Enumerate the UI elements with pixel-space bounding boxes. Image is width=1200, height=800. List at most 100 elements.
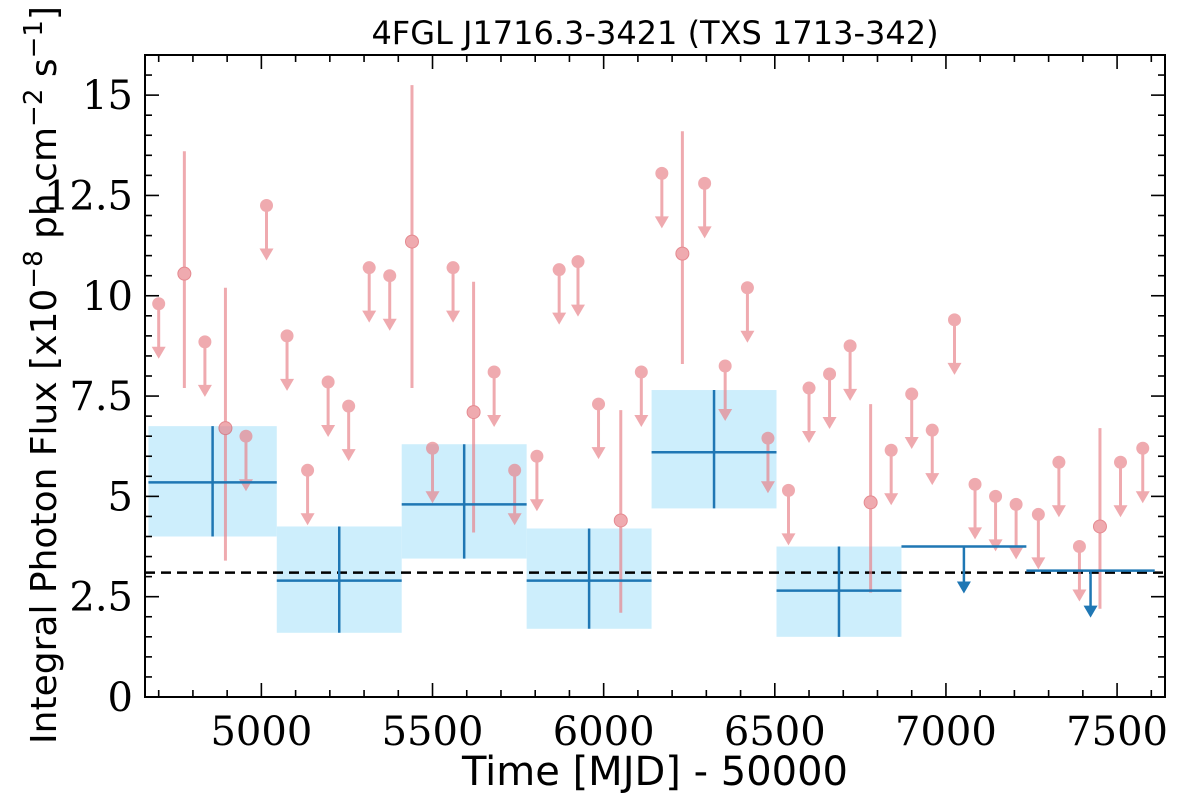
short-bin-point-group — [280, 329, 295, 391]
upper-limit-arrow — [634, 414, 649, 427]
y-axis-label: Integral Photon Flux [x10−8 ph cm−2 s−1] — [19, 6, 65, 744]
upper-limit-arrow — [925, 473, 940, 486]
y-tick-label: 12.5 — [44, 173, 133, 219]
short-bin-point-group — [529, 449, 544, 512]
upper-limit-arrow — [968, 527, 983, 540]
chart-title: 4FGL J1716.3-3421 (TXS 1713-342) — [371, 14, 938, 52]
upper-limit-point — [905, 387, 919, 401]
upper-limit-arrow — [487, 414, 502, 427]
x-tick-label: 6500 — [724, 709, 826, 755]
short-bin-point-group — [382, 269, 397, 331]
short-bin-point-group — [697, 176, 712, 239]
upper-limit-point — [781, 483, 795, 497]
y-tick-label: 5 — [108, 474, 133, 520]
short-bin-point-group — [863, 404, 878, 593]
y-tick-label: 7.5 — [69, 374, 133, 420]
data-point — [675, 246, 690, 261]
y-axis: 0 2.5 5 7.5 10 12.5 15 — [44, 54, 1165, 721]
upper-limit-point — [508, 463, 522, 477]
upper-limit-point — [152, 297, 166, 311]
upper-limit-arrow — [904, 437, 919, 450]
upper-limit-arrow — [362, 310, 377, 323]
y-axis-label-part: s — [24, 58, 65, 88]
short-bin-point-group — [1051, 455, 1066, 518]
short-bin-point-group — [446, 261, 461, 323]
upper-limit-arrow — [697, 226, 712, 239]
short-bin-point-group — [570, 255, 585, 317]
data-point — [863, 495, 878, 510]
upper-limit-point — [1031, 507, 1045, 521]
upper-limit-arrow — [151, 346, 166, 359]
upper-limit-point — [487, 365, 501, 379]
upper-limit-arrow — [947, 362, 962, 375]
upper-limit-point — [823, 367, 837, 381]
upper-limit-point — [634, 365, 648, 379]
data-point — [1092, 519, 1107, 534]
short-bin-point-group — [218, 287, 233, 561]
y-tick-label: 10 — [82, 274, 133, 320]
upper-limit-point — [655, 166, 669, 180]
short-bin-point-group — [341, 399, 356, 462]
upper-limit-arrow — [341, 449, 356, 462]
short-bin-point-group — [321, 375, 336, 438]
x-tick-label: 5500 — [382, 709, 484, 755]
short-bin-point-group — [1113, 455, 1128, 518]
data-point — [177, 266, 192, 281]
x-tick-label: 5000 — [210, 709, 312, 755]
short-bin-point-group — [552, 263, 567, 325]
upper-limit-point — [1114, 455, 1128, 469]
short-bin-point-group — [634, 365, 649, 427]
long-bin-upper-limit-arrow — [956, 581, 971, 594]
long-bin-series — [148, 390, 1155, 637]
upper-limit-point — [198, 335, 212, 349]
short-bin-point-group — [822, 367, 837, 429]
upper-limit-point — [592, 397, 606, 411]
upper-limit-arrow — [591, 447, 606, 460]
upper-limit-point — [1052, 455, 1066, 469]
upper-limit-arrow — [446, 310, 461, 323]
upper-limit-point — [802, 381, 816, 395]
upper-limit-arrow — [654, 216, 669, 229]
short-bin-point-group — [1092, 428, 1107, 609]
short-bin-point-group — [591, 397, 606, 460]
upper-limit-point — [239, 429, 253, 443]
upper-limit-point — [1136, 441, 1150, 455]
upper-limit-point — [280, 329, 294, 343]
y-axis-label-exponent: −1 — [19, 20, 49, 58]
upper-limit-point — [321, 375, 335, 389]
x-axis-label: Time [MJD] - 50000 — [461, 749, 848, 795]
upper-limit-point — [761, 431, 775, 445]
upper-limit-point — [426, 441, 440, 455]
upper-limit-arrow — [1031, 557, 1046, 570]
y-axis-label-part: ph cm — [24, 127, 65, 250]
upper-limit-point — [947, 313, 961, 327]
short-bin-point-group — [613, 410, 628, 613]
upper-limit-arrow — [740, 330, 755, 343]
short-bin-point-group — [177, 151, 192, 389]
upper-limit-point — [989, 489, 1003, 503]
upper-limit-point — [843, 339, 857, 353]
short-bin-point-group — [1072, 540, 1087, 602]
short-bin-point-group — [968, 477, 983, 540]
upper-limit-arrow — [197, 384, 212, 397]
short-bin-point-group — [675, 131, 690, 364]
x-tick-label: 7000 — [895, 709, 997, 755]
y-tick-label: 0 — [108, 675, 133, 721]
upper-limit-arrow — [781, 533, 796, 546]
upper-limit-arrow — [884, 493, 899, 506]
short-bin-point-group — [259, 198, 274, 261]
long-bin-upper-limit-arrow — [1083, 605, 1098, 618]
upper-limit-point — [1009, 497, 1023, 511]
y-axis-label-exponent: −8 — [19, 250, 49, 288]
upper-limit-arrow — [1051, 505, 1066, 518]
upper-limit-arrow — [507, 513, 522, 526]
short-bin-point-group — [988, 489, 1003, 552]
short-bin-point-group — [466, 281, 481, 533]
upper-limit-arrow — [552, 312, 567, 325]
upper-limit-arrow — [802, 431, 817, 444]
data-point — [466, 405, 481, 420]
upper-limit-point — [383, 269, 397, 283]
y-axis-label-part: Integral Photon Flux [x10 — [24, 289, 65, 744]
short-bin-point-group — [925, 423, 940, 486]
